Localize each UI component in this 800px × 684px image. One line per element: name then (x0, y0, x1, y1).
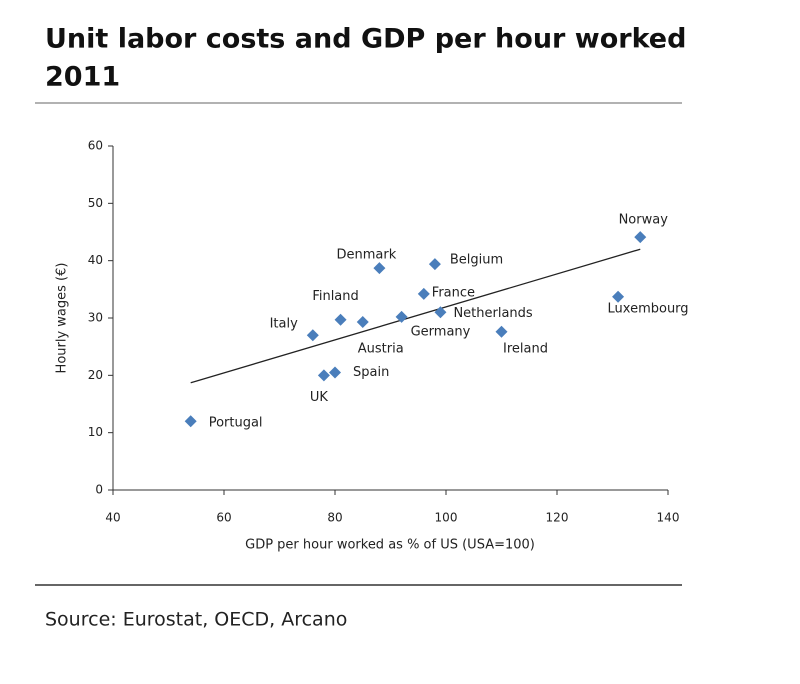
point (317, 369, 330, 382)
point (373, 262, 386, 275)
point-label: Norway (619, 213, 669, 228)
point (634, 231, 647, 244)
point (184, 415, 197, 428)
point-label: Denmark (337, 248, 397, 263)
point (495, 325, 508, 338)
point (428, 258, 441, 271)
point (334, 313, 347, 326)
y-tick-label: 50 (88, 196, 103, 210)
point (612, 290, 625, 303)
point (329, 366, 341, 379)
x-tick-label: 60 (216, 511, 231, 525)
x-tick-label: 120 (546, 511, 569, 525)
point-label: Spain (353, 365, 389, 380)
y-tick-label: 40 (88, 253, 103, 267)
point (395, 310, 408, 323)
trend-line (190, 248, 641, 384)
y-axis-label: Hourly wages (€) (55, 263, 70, 374)
point-label: Ireland (503, 341, 548, 356)
point-label: Germany (411, 324, 471, 339)
chart-title: Unit labor costs and GDP per hour worked (45, 24, 686, 55)
chart-subtitle: 2011 (45, 62, 120, 93)
point-label: Italy (270, 317, 299, 332)
point-label: Austria (358, 342, 404, 357)
x-axis-label: GDP per hour worked as % of US (USA=100) (245, 538, 535, 553)
x-tick-label: 40 (105, 511, 120, 525)
point-label: Belgium (450, 253, 503, 268)
point-label: France (432, 285, 475, 300)
point (306, 329, 319, 342)
point (417, 287, 430, 300)
point-label: UK (310, 390, 329, 405)
point-label: Portugal (209, 416, 263, 431)
y-tick-label: 10 (88, 425, 103, 439)
y-tick-label: 60 (88, 139, 103, 153)
point-label: Luxembourg (608, 301, 689, 316)
source: Source: Eurostat, OECD, Arcano (45, 609, 347, 631)
point-label: Netherlands (453, 306, 532, 321)
y-tick-label: 0 (95, 483, 103, 497)
point-label: Finland (312, 289, 358, 304)
y-tick-label: 20 (88, 368, 103, 382)
x-tick-label: 80 (327, 511, 342, 525)
x-tick-label: 100 (435, 511, 458, 525)
point (356, 316, 369, 329)
x-tick-label: 140 (657, 511, 680, 525)
y-tick-label: 30 (88, 311, 103, 325)
point (434, 306, 447, 319)
